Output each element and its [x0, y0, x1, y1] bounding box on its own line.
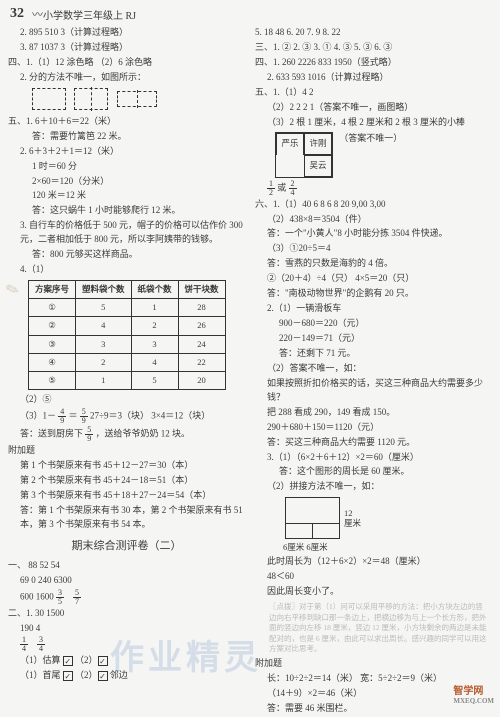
- text-line: 答：第 1 个书架原来有书 30 本，第 2 个书架原来有书 51 本，第 3 …: [8, 504, 245, 532]
- text-line: 6厘米 6厘米: [255, 541, 492, 554]
- text-line: 4.（1）: [8, 263, 245, 277]
- th: 纸袋个数: [131, 281, 178, 299]
- text-line: 五、1. 6＋10＋6＝22（米）: [8, 115, 245, 129]
- text-line: 1 时＝60 分: [8, 160, 245, 174]
- dashed-boxes-diagram: [8, 88, 245, 110]
- text-line: 3.（1）（6×2＋6＋12）×2＝60（厘米）: [255, 451, 492, 465]
- text-line: 12 或 24: [255, 180, 492, 197]
- text-line: 600 1600 35 57: [8, 589, 245, 606]
- text-line: 220－149＝71（元）: [255, 332, 492, 346]
- text-line: （3）①20÷5＝4: [255, 242, 492, 256]
- text-line: 2.（1）一辆滑板车: [255, 302, 492, 316]
- text-line: 因此周长变小了。: [255, 585, 492, 599]
- text-line: 第 3 个书架原来有书 45＋18＋27－24＝54（本）: [8, 489, 245, 503]
- text-line: 一、 88 52 54: [8, 559, 245, 573]
- text-line: 六、1.（1）40 6 8 6 8 20 9,00 3,00: [255, 198, 492, 212]
- text-line: 3. 87 1037 3（计算过程略）: [8, 41, 245, 55]
- text-line: 答：这只蜗牛 1 小时能够爬行 12 米。: [8, 204, 245, 218]
- text-line: 四、1. 260 2226 833 1950（竖式略）: [255, 56, 492, 70]
- right-column: 5. 18 48 6. 20 7. 9 8. 22 三、1. ② 2. ③ 3.…: [255, 26, 492, 717]
- text-line: 答：雪燕的只数是海豹的 4 倍。: [255, 257, 492, 271]
- text-line: （2）拼接方法不唯一，如：: [255, 480, 492, 494]
- th: 方案序号: [29, 281, 76, 299]
- watermark-text: 作业精灵: [110, 630, 262, 679]
- th: 饼干块数: [178, 281, 225, 299]
- rect-diagram-row: 12 厘米: [255, 495, 492, 541]
- text-line: （2）438×8＝3504（件）: [255, 213, 492, 227]
- header-title: 小学数学三年级上 RJ: [43, 7, 136, 22]
- text-line: 2×60＝120（分米）: [8, 175, 245, 189]
- text-line: 5. 18 48 6. 20 7. 9 8. 22: [255, 26, 492, 40]
- text-line: （3）2 根 1 厘米，4 根 2 厘米和 2 根 3 厘米的小棒: [255, 116, 492, 130]
- text-line: 五、1.（1）4 2: [255, 86, 492, 100]
- name-grid: 严乐 许刚 吴云: [275, 132, 333, 178]
- page-header: 32 〰 小学数学三年级上 RJ: [0, 0, 500, 26]
- text-line: 答：送到厨房下 59 ，送给爷爷奶奶 12 块。: [8, 426, 245, 443]
- page-number: 32: [10, 6, 24, 22]
- bonus-heading: 附加题: [255, 657, 492, 671]
- text-line: 如果按照折扣价格买的话，买这三种商品大约需要多少钱？: [255, 377, 492, 405]
- bonus-heading: 附加题: [8, 444, 245, 458]
- text-line: 900－680＝220（元）: [255, 317, 492, 331]
- plan-table: 方案序号 塑料袋个数 纸袋个数 饼干块数 ①5128 ②4226 ③3324 ④…: [28, 280, 226, 390]
- text-line: 二、1. 30 1500: [8, 607, 245, 621]
- text-line: 69 0 240 6300: [8, 574, 245, 588]
- corner-logo: 智学网 MXEQ.COM: [453, 682, 494, 705]
- text-line: 答："南极动物世界"的企鹅有 20 只。: [255, 287, 492, 301]
- text-line: 答：需要竹篱笆 22 米。: [8, 130, 245, 144]
- text-line: 答：买这三种商品大约需要 1120 元。: [255, 436, 492, 450]
- text-line: 答：一个"小黄人"8 小时能分拣 3504 件快递。: [255, 227, 492, 241]
- text-line: 2. 分的方法不唯一，如图所示：: [8, 71, 245, 85]
- text-line: 2. 633 593 1016（计算过程略）: [255, 71, 492, 85]
- text-line: 290＋680＋150＝1120（元）: [255, 421, 492, 435]
- text-line: 答：这个图形的周长是 60 厘米。: [255, 465, 492, 479]
- text-line: 答：还剩下 71 元。: [255, 347, 492, 361]
- name-grid-row: 严乐 许刚 吴云 （答案不唯一）: [255, 132, 492, 178]
- text-line: 120 米＝12 米: [8, 189, 245, 203]
- text-line: 四、1.（1）12 涂色略 （2）6 涂色略: [8, 56, 245, 70]
- text-line: 三、1. ② 2. ③ 3. ① 4. ③ 5. ③ 6. ③: [255, 41, 492, 55]
- text-line: 把 288 看成 290，149 看成 150。: [255, 406, 492, 420]
- section-title: 期末综合测评卷（二）: [8, 538, 245, 555]
- text-line: ②（20＋4）÷4（只） 4×5＝20（只）: [255, 272, 492, 286]
- th: 塑料袋个数: [76, 281, 132, 299]
- content-columns: 2. 895 510 3（计算过程略） 3. 87 1037 3（计算过程略） …: [0, 26, 500, 717]
- text-line: 48＜60: [255, 570, 492, 584]
- left-column: 2. 895 510 3（计算过程略） 3. 87 1037 3（计算过程略） …: [8, 26, 245, 717]
- rect-diagram: [285, 497, 340, 539]
- text-line: （2）⑤: [8, 393, 245, 407]
- text-line: 第 2 个书架原来有书 45＋24－18＝51（本）: [8, 474, 245, 488]
- text-line: 2. 6＋3＋2＋1＝12（米）: [8, 145, 245, 159]
- text-line: 第 1 个书架原来有书 45＋12－27＝30（本）: [8, 459, 245, 473]
- text-line: （3）1－ 49 ＝ 59 27÷9＝3（块） 3×4＝12（块）: [8, 408, 245, 425]
- header-wave-icon: 〰: [32, 6, 43, 22]
- text-line: （2）2 2 2 1（答案不唯一，画图略）: [255, 101, 492, 115]
- text-line: 此时周长为（12＋6×2）×2＝48（厘米）: [255, 555, 492, 569]
- text-line: 答：800 元够买这样商品。: [8, 248, 245, 262]
- text-line: 3. 自行车的价格低于 500 元，帽子的价格可以估作价 300 元，二者相加低…: [8, 219, 245, 247]
- hint-note: 〖点拨〗对于第（1）问可以采用平移的方法：把小方块左边的竖边向右平移到缺口那一条…: [255, 600, 492, 657]
- text-line: 2. 895 510 3（计算过程略）: [8, 26, 245, 40]
- text-line: （2）答案不唯一，如：: [255, 362, 492, 376]
